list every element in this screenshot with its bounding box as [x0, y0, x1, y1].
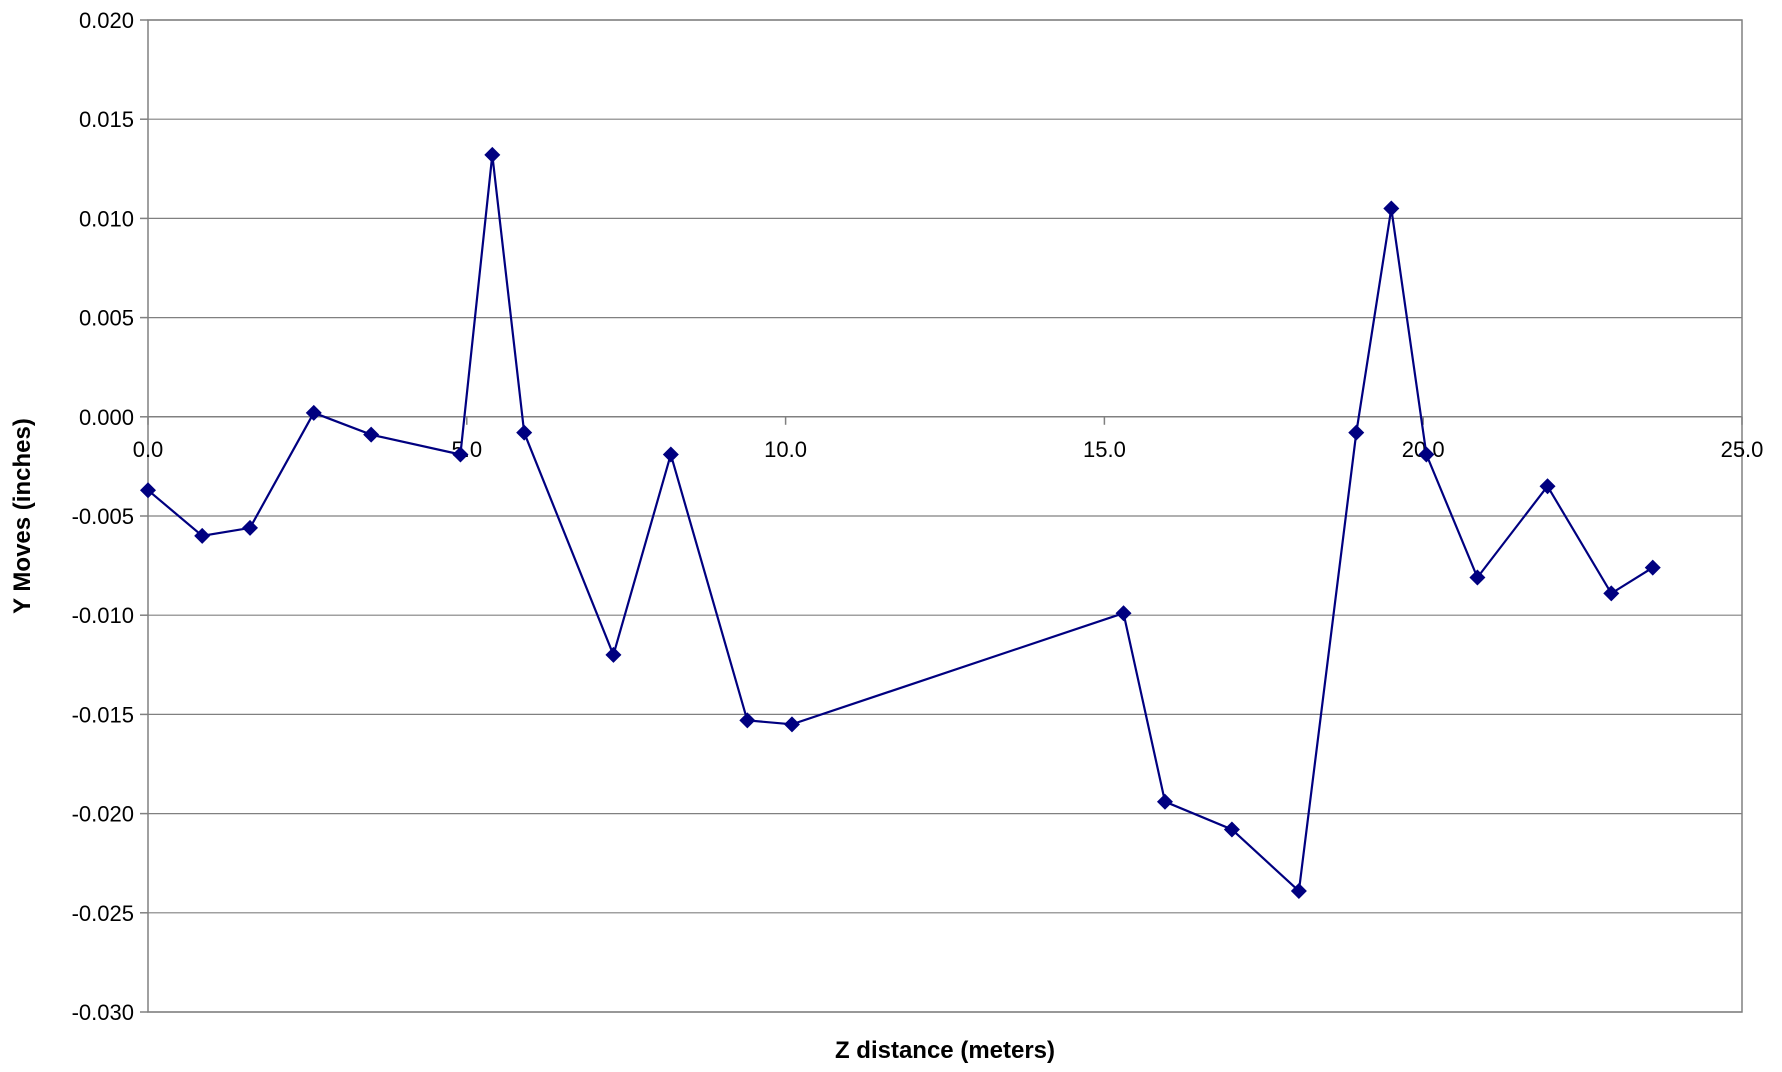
y-tick-label: 0.010: [79, 206, 134, 231]
data-point: [662, 446, 679, 463]
data-point: [1418, 446, 1435, 463]
y-tick-label: -0.015: [72, 702, 134, 727]
y-tick-label: 0.000: [79, 405, 134, 430]
data-point: [1290, 882, 1307, 899]
series: [140, 146, 1661, 899]
data-point: [1539, 478, 1556, 495]
data-point: [140, 482, 156, 499]
y-tick-label: 0.005: [79, 306, 134, 331]
data-point: [1644, 559, 1661, 576]
data-point: [739, 712, 756, 729]
y-tick-label: -0.010: [72, 603, 134, 628]
data-point: [363, 426, 380, 443]
x-tick-label: 0.0: [133, 437, 164, 462]
data-point: [242, 519, 259, 536]
data-point: [1469, 569, 1486, 586]
data-point: [605, 646, 622, 663]
y-tick-label: -0.005: [72, 504, 134, 529]
y-tick-label: -0.020: [72, 802, 134, 827]
data-point: [305, 404, 322, 421]
data-point: [1383, 200, 1400, 217]
x-axis-ticks: 0.0 5.0 10.0 15.0 20.0 25.0: [133, 416, 1764, 462]
data-point: [1348, 424, 1365, 441]
data-point: [452, 446, 469, 463]
y-tick-label: -0.030: [72, 1000, 134, 1025]
y-tick-label: -0.025: [72, 901, 134, 926]
y-axis-ticks: 0.020 0.015 0.010 0.005 0.000 -0.005 -0.010 -0.…: [72, 8, 148, 1025]
data-point: [1223, 821, 1240, 838]
data-point: [1115, 605, 1132, 622]
x-tick-label: 25.0: [1721, 437, 1764, 462]
data-point: [1603, 585, 1620, 602]
x-axis-title: Z distance (meters): [835, 1037, 1055, 1064]
x-tick-label: 15.0: [1083, 437, 1126, 462]
data-point: [1156, 793, 1173, 810]
data-point: [484, 146, 501, 163]
x-tick-label: 10.0: [764, 437, 807, 462]
gridlines: [148, 19, 1742, 1013]
data-point: [194, 527, 211, 544]
y-axis-title: Y Moves (inches): [9, 418, 36, 614]
data-point: [516, 424, 533, 441]
data-point: [783, 716, 800, 733]
y-tick-label: 0.020: [79, 8, 134, 33]
y-tick-label: 0.015: [79, 107, 134, 132]
